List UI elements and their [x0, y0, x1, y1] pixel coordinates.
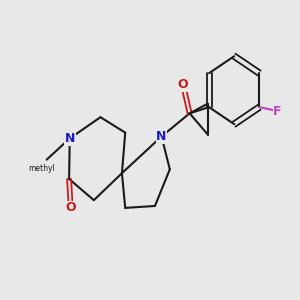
Text: methyl: methyl: [28, 164, 55, 173]
Text: O: O: [65, 201, 76, 214]
Text: methyl: methyl: [45, 166, 50, 167]
Text: F: F: [273, 104, 282, 118]
Text: N: N: [156, 130, 167, 143]
Text: O: O: [178, 78, 188, 91]
Text: N: N: [64, 132, 75, 145]
